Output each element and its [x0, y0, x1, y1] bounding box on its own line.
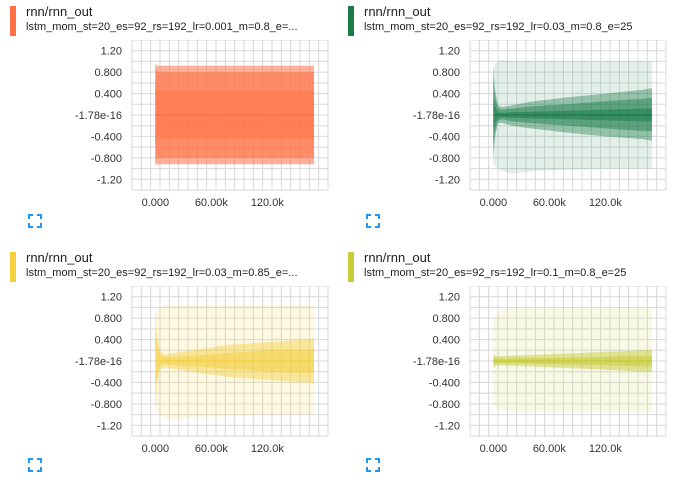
x-tick-label: 120.0k	[589, 443, 623, 455]
x-tick-label: 0.000	[142, 443, 170, 455]
y-tick-label: 1.20	[101, 292, 122, 304]
y-tick-label: -0.400	[91, 377, 122, 389]
expand-icon[interactable]	[366, 458, 380, 472]
x-tick-label: 60.00k	[195, 443, 229, 455]
x-tick-label: 0.000	[480, 197, 508, 209]
chart-header: rnn/rnn_out lstm_mom_st=20_es=92_rs=192_…	[10, 2, 330, 38]
y-tick-label: 0.800	[94, 313, 122, 325]
chart-plot[interactable]: 1.20 0.800 0.400 -1.78e-16 -0.400 -0.800 -1.20…	[8, 40, 338, 210]
x-tick-label: 120.0k	[251, 197, 285, 209]
x-tick-label: 120.0k	[589, 197, 623, 209]
y-tick-label: -0.400	[429, 377, 460, 389]
y-tick-label: 1.20	[439, 292, 460, 304]
run-color-swatch	[348, 252, 354, 282]
y-tick-label: 0.800	[432, 67, 460, 79]
run-color-swatch	[348, 6, 354, 36]
run-color-swatch	[10, 252, 16, 282]
y-tick-label: 0.400	[432, 335, 460, 347]
y-tick-label: -0.400	[429, 131, 460, 143]
chart-title: rnn/rnn_out	[364, 4, 431, 19]
chart-header: rnn/rnn_out lstm_mom_st=20_es=92_rs=192_…	[348, 248, 668, 284]
chart-plot[interactable]: 1.20 0.800 0.400 -1.78e-16 -0.400 -0.800 -1.20…	[346, 40, 675, 210]
chart-card-1: rnn/rnn_out lstm_mom_st=20_es=92_rs=192_…	[346, 2, 675, 242]
expand-icon[interactable]	[28, 214, 42, 228]
x-tick-label: 60.00k	[195, 197, 229, 209]
expand-icon[interactable]	[28, 458, 42, 472]
chart-title: rnn/rnn_out	[26, 4, 93, 19]
chart-subtitle: lstm_mom_st=20_es=92_rs=192_lr=0.001_m=0…	[26, 21, 298, 33]
y-tick-label: 0.400	[94, 335, 122, 347]
y-tick-label: -1.78e-16	[75, 110, 122, 122]
chart-plot[interactable]: 1.20 0.800 0.400 -1.78e-16 -0.400 -0.800 -1.20…	[8, 286, 338, 456]
y-tick-label: -1.20	[435, 420, 460, 432]
y-tick-label: -0.800	[91, 399, 122, 411]
y-tick-label: 1.20	[101, 46, 122, 58]
chart-title: rnn/rnn_out	[26, 250, 93, 265]
x-tick-label: 0.000	[142, 197, 170, 209]
y-tick-label: 1.20	[439, 46, 460, 58]
y-tick-label: -0.800	[91, 153, 122, 165]
y-tick-label: 0.400	[432, 89, 460, 101]
chart-title: rnn/rnn_out	[364, 250, 431, 265]
expand-icon[interactable]	[366, 214, 380, 228]
chart-header: rnn/rnn_out lstm_mom_st=20_es=92_rs=192_…	[348, 2, 668, 38]
chart-subtitle: lstm_mom_st=20_es=92_rs=192_lr=0.1_m=0.8…	[364, 267, 627, 279]
y-tick-label: -1.78e-16	[413, 356, 460, 368]
x-tick-label: 120.0k	[251, 443, 285, 455]
x-tick-label: 0.000	[480, 443, 508, 455]
y-tick-label: -1.78e-16	[413, 110, 460, 122]
distribution-band	[155, 331, 314, 388]
x-tick-label: 60.00k	[533, 197, 567, 209]
y-tick-label: -1.20	[435, 174, 460, 186]
y-tick-label: 0.800	[94, 67, 122, 79]
x-tick-label: 60.00k	[533, 443, 567, 455]
y-tick-label: -0.400	[91, 131, 122, 143]
chart-header: rnn/rnn_out lstm_mom_st=20_es=92_rs=192_…	[10, 248, 330, 284]
y-tick-label: -1.78e-16	[75, 356, 122, 368]
y-tick-label: 0.800	[432, 313, 460, 325]
chart-card-3: rnn/rnn_out lstm_mom_st=20_es=92_rs=192_…	[346, 248, 675, 488]
y-tick-label: -0.800	[429, 153, 460, 165]
chart-subtitle: lstm_mom_st=20_es=92_rs=192_lr=0.03_m=0.…	[26, 267, 298, 279]
chart-card-0: rnn/rnn_out lstm_mom_st=20_es=92_rs=192_…	[8, 2, 338, 242]
chart-card-2: rnn/rnn_out lstm_mom_st=20_es=92_rs=192_…	[8, 248, 338, 488]
run-color-swatch	[10, 6, 16, 36]
y-tick-label: -1.20	[97, 174, 122, 186]
y-tick-label: -0.800	[429, 399, 460, 411]
chart-plot[interactable]: 1.20 0.800 0.400 -1.78e-16 -0.400 -0.800 -1.20…	[346, 286, 675, 456]
y-tick-label: 0.400	[94, 89, 122, 101]
chart-subtitle: lstm_mom_st=20_es=92_rs=192_lr=0.03_m=0.…	[364, 21, 633, 33]
y-tick-label: -1.20	[97, 420, 122, 432]
